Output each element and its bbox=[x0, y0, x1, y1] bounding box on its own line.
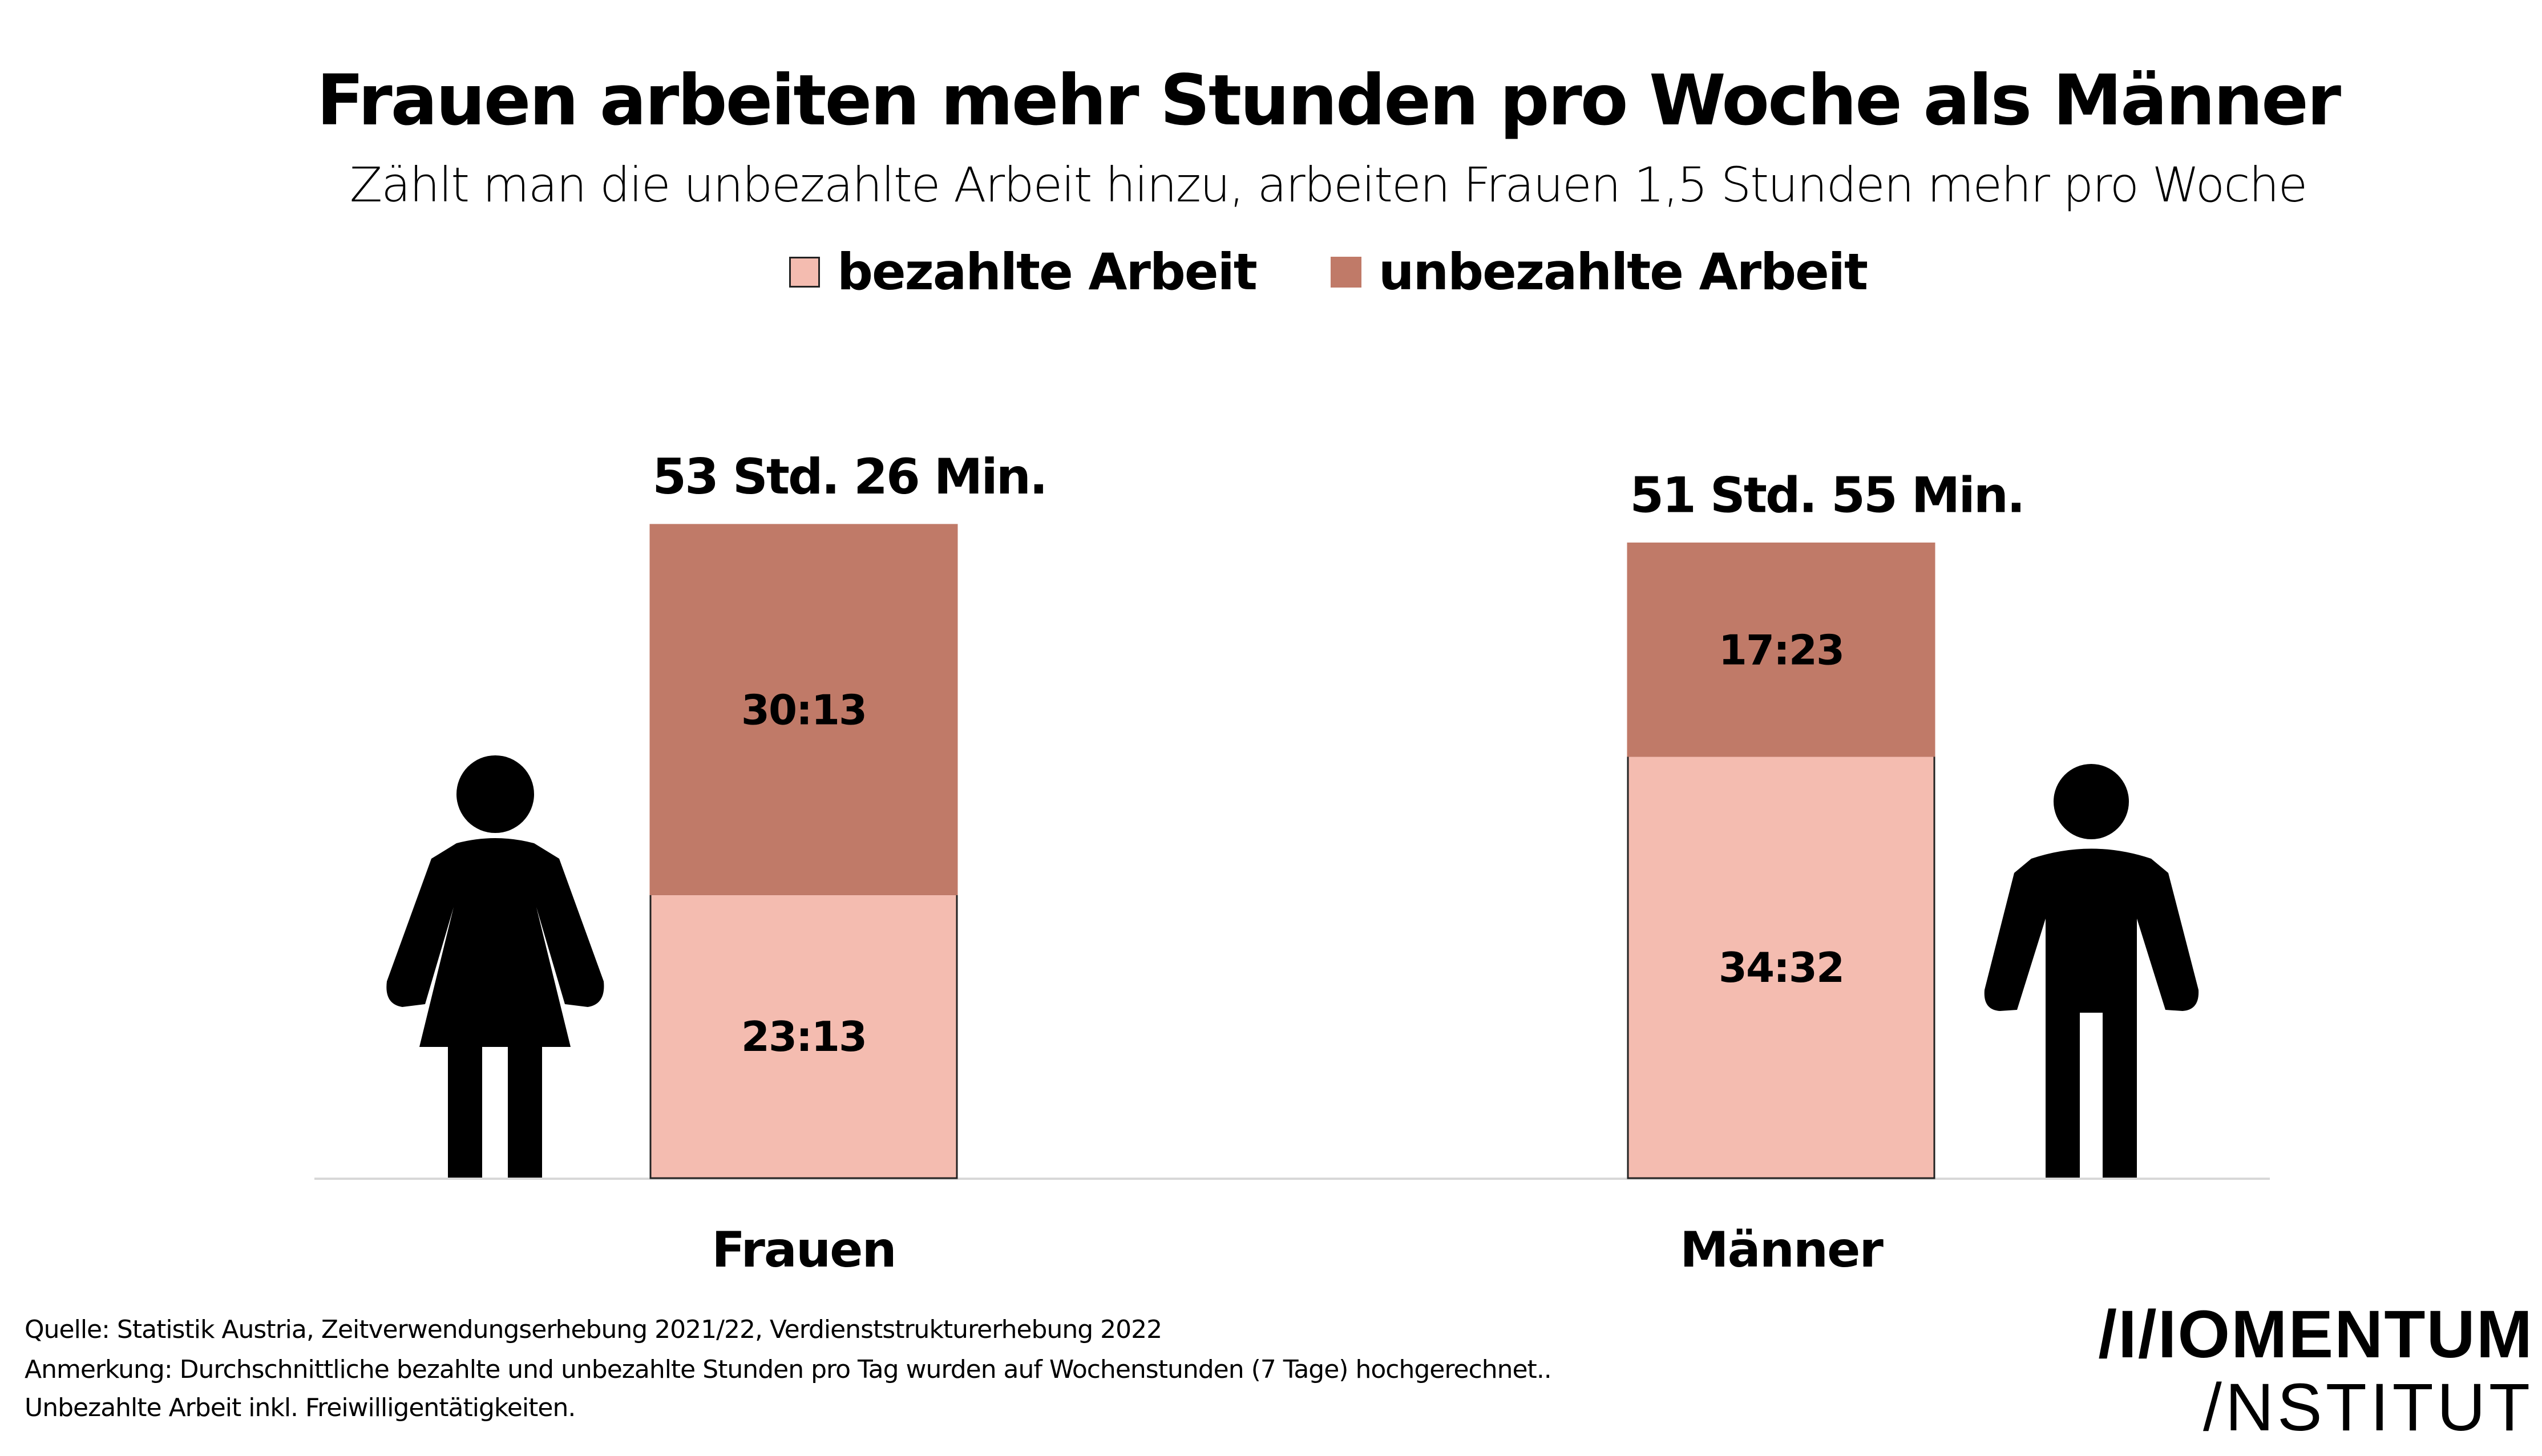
logo-line-1: /I/IOMENTUM bbox=[2098, 1297, 2533, 1372]
x-tick-label: Frauen bbox=[712, 1222, 895, 1279]
total-label: 51 Std. 55 Min. bbox=[1630, 467, 2023, 524]
logo-line-2: /NSTITUT bbox=[2203, 1370, 2533, 1445]
footnote-note: Anmerkung: Durchschnittliche bezahlte un… bbox=[25, 1355, 1552, 1384]
legend-swatch-unpaid bbox=[1330, 256, 1361, 288]
chart-subtitle: Zählt man die unbezahlte Arbeit hinzu, a… bbox=[349, 157, 2308, 213]
footnote-source: Quelle: Statistik Austria, Zeitverwendun… bbox=[25, 1315, 1162, 1344]
legend-swatch-paid bbox=[789, 256, 820, 288]
bar-unpaid-frauen bbox=[649, 524, 958, 895]
legend-label-paid: bezahlte Arbeit bbox=[836, 242, 1258, 301]
bar-paid-männer bbox=[1627, 755, 1935, 1179]
momentum-institut-logo: /I/IOMENTUM /NSTITUT bbox=[2054, 1301, 2533, 1441]
x-tick-label: Männer bbox=[1680, 1222, 1884, 1279]
chart-title: Frauen arbeiten mehr Stunden pro Woche a… bbox=[316, 60, 2341, 141]
data-label: 30:13 bbox=[741, 686, 866, 734]
data-label: 17:23 bbox=[1719, 626, 1844, 674]
bar-paid-frauen bbox=[649, 893, 958, 1179]
total-label: 53 Std. 26 Min. bbox=[652, 448, 1046, 505]
footnote-unpaid: Unbezahlte Arbeit inkl. Freiwilligentäti… bbox=[25, 1393, 576, 1422]
bar-unpaid-männer bbox=[1627, 542, 1935, 757]
legend: bezahlte Arbeit unbezahlte Arbeit bbox=[0, 242, 2542, 301]
data-label: 34:32 bbox=[1719, 944, 1844, 992]
man-icon bbox=[1984, 764, 2199, 1178]
woman-icon bbox=[386, 755, 604, 1178]
legend-item-unpaid: unbezahlte Arbeit bbox=[1330, 242, 1868, 301]
legend-label-unpaid: unbezahlte Arbeit bbox=[1378, 242, 1868, 301]
data-label: 23:13 bbox=[741, 1013, 866, 1061]
legend-item-paid: bezahlte Arbeit bbox=[789, 242, 1258, 301]
